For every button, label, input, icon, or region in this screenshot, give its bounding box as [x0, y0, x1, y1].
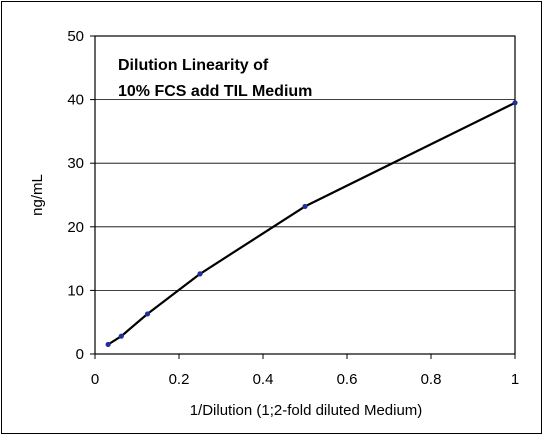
- y-tick-label-2: 20: [67, 219, 84, 236]
- x-tick-label-2: 0.4: [253, 371, 274, 388]
- series-line-0: [107, 101, 516, 346]
- data-point-0: [105, 341, 111, 348]
- data-point-1: [118, 333, 124, 339]
- y-tick-label-1: 10: [67, 282, 84, 299]
- y-tick-label-3: 30: [67, 155, 84, 172]
- y-tick-label-0: 0: [76, 346, 84, 363]
- data-point-3: [197, 271, 203, 277]
- x-axis-ticks: 0 0.2 0.4 0.6 0.8 1: [91, 354, 519, 388]
- chart-title-line-2: 10% FCS add TIL Medium: [118, 83, 312, 100]
- data-point-5: [512, 100, 518, 106]
- gridlines: [95, 99, 515, 291]
- data-point-2: [144, 311, 151, 317]
- x-axis-label: 1/Dilution (1;2-fold diluted Medium): [190, 402, 423, 419]
- series-group: [105, 100, 518, 348]
- y-axis-label: ng/mL: [29, 174, 46, 216]
- x-tick-label-0: 0: [91, 371, 99, 388]
- y-axis-ticks: 0 10 20 30 40 50: [67, 28, 95, 363]
- x-tick-label-3: 0.6: [337, 371, 358, 388]
- plot-area-border: [94, 35, 516, 355]
- x-tick-label-5: 1: [511, 371, 519, 388]
- x-tick-label-1: 0.2: [169, 371, 190, 388]
- data-point-4: [302, 203, 308, 210]
- y-tick-label-5: 50: [67, 28, 84, 45]
- y-tick-label-4: 40: [67, 92, 84, 109]
- chart-title-line-1: Dilution Linearity of: [118, 57, 269, 74]
- x-tick-label-4: 0.8: [421, 371, 442, 388]
